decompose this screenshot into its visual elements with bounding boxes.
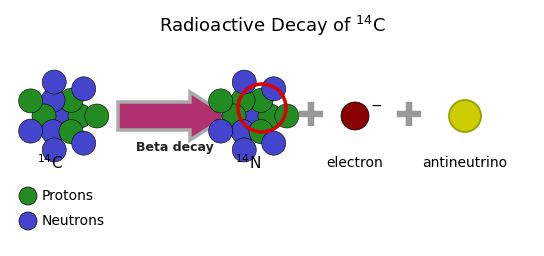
Text: $^{14}$N: $^{14}$N bbox=[235, 154, 261, 172]
Circle shape bbox=[240, 104, 264, 128]
Circle shape bbox=[41, 120, 65, 144]
Circle shape bbox=[232, 138, 256, 162]
Circle shape bbox=[249, 120, 273, 144]
Circle shape bbox=[50, 104, 74, 128]
Circle shape bbox=[231, 88, 255, 112]
Circle shape bbox=[209, 89, 233, 113]
Circle shape bbox=[72, 131, 96, 155]
Circle shape bbox=[42, 138, 66, 162]
Circle shape bbox=[19, 187, 37, 205]
Circle shape bbox=[209, 119, 233, 143]
Circle shape bbox=[19, 212, 37, 230]
Text: antineutrino: antineutrino bbox=[423, 156, 508, 170]
Circle shape bbox=[18, 119, 42, 143]
Text: −: − bbox=[371, 99, 382, 113]
Circle shape bbox=[231, 120, 255, 144]
Text: ✚: ✚ bbox=[296, 100, 324, 133]
Circle shape bbox=[18, 89, 42, 113]
Text: ✚: ✚ bbox=[394, 100, 422, 133]
Circle shape bbox=[262, 77, 286, 101]
Circle shape bbox=[262, 131, 286, 155]
Text: $^{14}$C: $^{14}$C bbox=[37, 154, 63, 172]
Text: Neutrons: Neutrons bbox=[42, 214, 105, 228]
Circle shape bbox=[59, 120, 83, 144]
Circle shape bbox=[41, 88, 65, 112]
Circle shape bbox=[232, 70, 256, 94]
Circle shape bbox=[341, 102, 369, 130]
Text: Beta decay: Beta decay bbox=[136, 142, 214, 155]
Circle shape bbox=[72, 77, 96, 101]
Text: electron: electron bbox=[326, 156, 384, 170]
Circle shape bbox=[32, 104, 56, 128]
FancyArrow shape bbox=[118, 92, 228, 140]
Circle shape bbox=[275, 104, 299, 128]
Circle shape bbox=[42, 70, 66, 94]
Circle shape bbox=[59, 88, 83, 112]
Circle shape bbox=[222, 104, 246, 128]
Circle shape bbox=[85, 104, 109, 128]
Text: Radioactive Decay of $^{14}$C: Radioactive Decay of $^{14}$C bbox=[158, 14, 386, 38]
Text: Protons: Protons bbox=[42, 189, 94, 203]
Circle shape bbox=[258, 104, 282, 128]
Circle shape bbox=[249, 88, 273, 112]
Circle shape bbox=[68, 104, 92, 128]
Circle shape bbox=[449, 100, 481, 132]
